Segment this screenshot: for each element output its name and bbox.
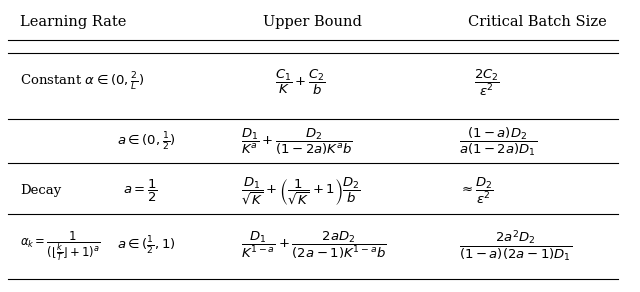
Text: $\dfrac{(1-a)D_2}{a(1-2a)D_1}$: $\dfrac{(1-a)D_2}{a(1-2a)D_1}$ <box>459 126 537 158</box>
Text: $\dfrac{2a^2 D_2}{(1-a)(2a-1)D_1}$: $\dfrac{2a^2 D_2}{(1-a)(2a-1)D_1}$ <box>459 228 572 263</box>
Text: Learning Rate: Learning Rate <box>20 15 127 29</box>
Text: $a = \dfrac{1}{2}$: $a = \dfrac{1}{2}$ <box>123 178 157 204</box>
Text: $a \in (\frac{1}{2}, 1)$: $a \in (\frac{1}{2}, 1)$ <box>116 235 175 257</box>
Text: Constant $\alpha \in (0, \frac{2}{L})$: Constant $\alpha \in (0, \frac{2}{L})$ <box>20 71 144 93</box>
Text: $\alpha_k = \dfrac{1}{(\lfloor\frac{k}{T}\rfloor+1)^a}$: $\alpha_k = \dfrac{1}{(\lfloor\frac{k}{T… <box>20 229 100 263</box>
Text: $\dfrac{2C_2}{\epsilon^2}$: $\dfrac{2C_2}{\epsilon^2}$ <box>474 67 500 98</box>
Text: $\dfrac{C_1}{K} + \dfrac{C_2}{b}$: $\dfrac{C_1}{K} + \dfrac{C_2}{b}$ <box>275 68 326 97</box>
Text: $\dfrac{D_1}{\sqrt{K}} + \left(\dfrac{1}{\sqrt{K}}+1\right)\dfrac{D_2}{b}$: $\dfrac{D_1}{\sqrt{K}} + \left(\dfrac{1}… <box>241 175 361 207</box>
Text: Critical Batch Size: Critical Batch Size <box>468 15 607 29</box>
Text: $\approx \dfrac{D_2}{\epsilon^2}$: $\approx \dfrac{D_2}{\epsilon^2}$ <box>459 175 493 206</box>
Text: Decay: Decay <box>20 184 61 197</box>
Text: $\dfrac{D_1}{K^{1-a}} + \dfrac{2aD_2}{(2a-1)K^{1-a}b}$: $\dfrac{D_1}{K^{1-a}} + \dfrac{2aD_2}{(2… <box>241 230 387 262</box>
Text: Upper Bound: Upper Bound <box>263 15 362 29</box>
Text: $\dfrac{D_1}{K^a} + \dfrac{D_2}{(1-2a)K^a b}$: $\dfrac{D_1}{K^a} + \dfrac{D_2}{(1-2a)K^… <box>241 126 353 157</box>
Text: $a \in (0, \frac{1}{2})$: $a \in (0, \frac{1}{2})$ <box>116 131 175 153</box>
